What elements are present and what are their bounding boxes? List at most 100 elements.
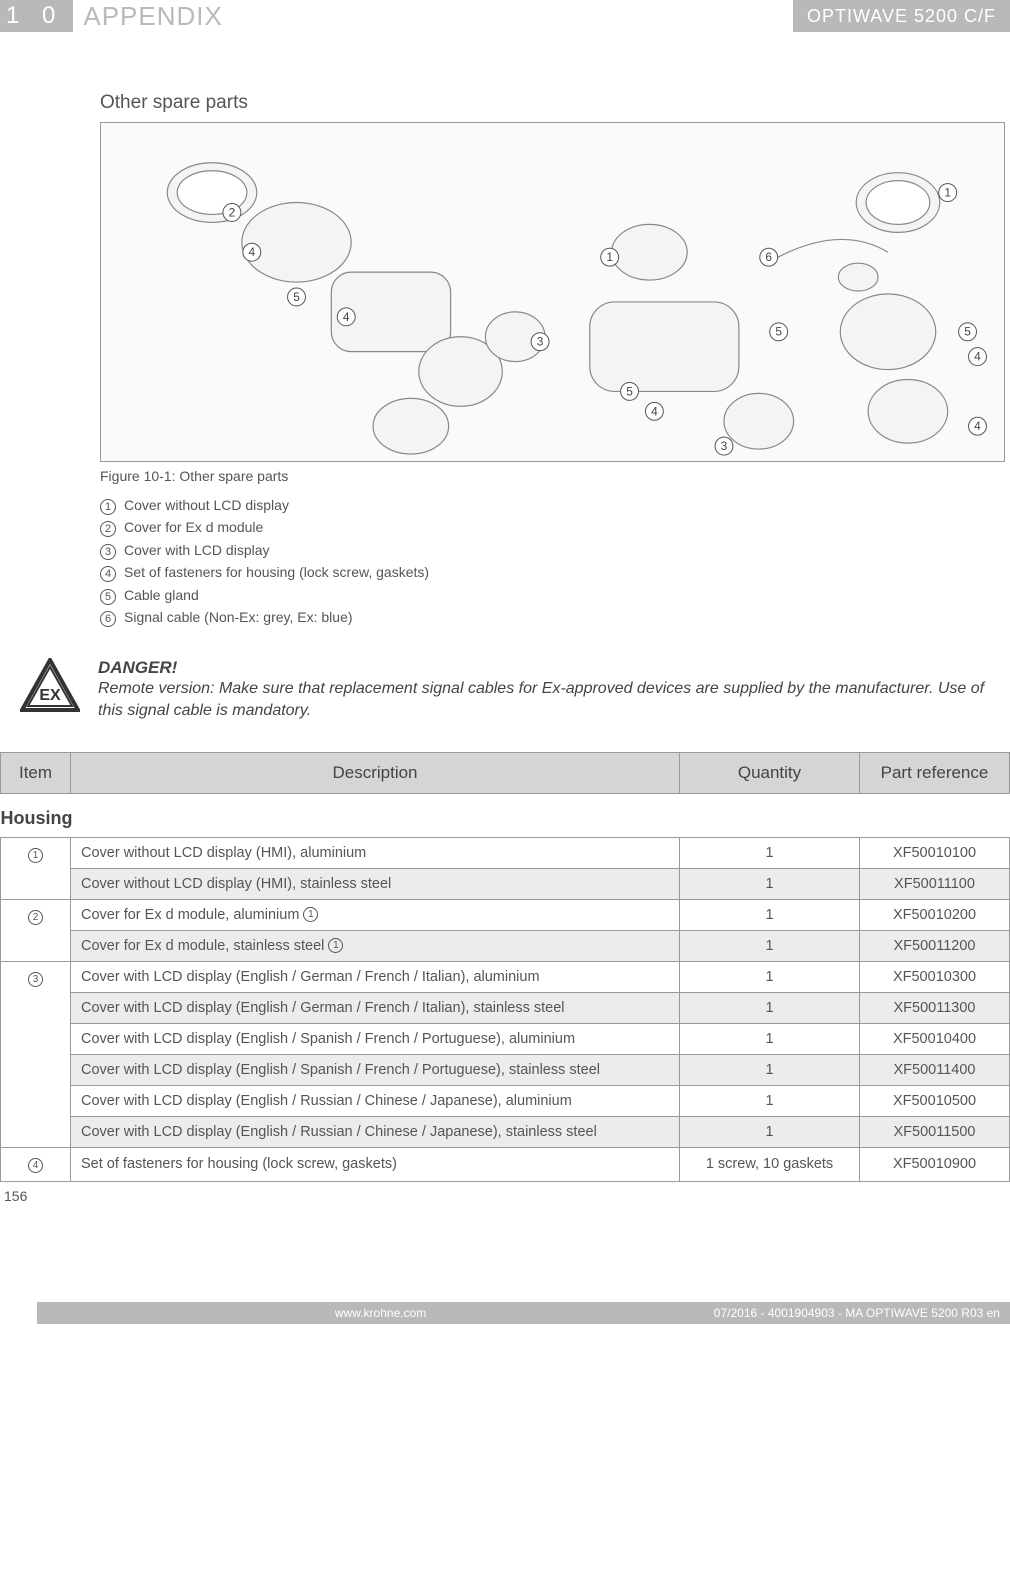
cell-description: Set of fasteners for housing (lock screw… (71, 1147, 680, 1181)
page-number: 156 (0, 1182, 27, 1204)
svg-text:5: 5 (775, 325, 782, 339)
th-desc: Description (71, 752, 680, 793)
cell-description: Cover for Ex d module, aluminium 1 (71, 899, 680, 930)
legend-text: Signal cable (Non-Ex: grey, Ex: blue) (124, 606, 353, 628)
th-qty: Quantity (680, 752, 860, 793)
legend-text: Set of fasteners for housing (lock screw… (124, 561, 429, 583)
item-number: 1 (28, 848, 43, 863)
cell-reference: XF50011500 (860, 1116, 1010, 1147)
svg-text:4: 4 (974, 350, 981, 364)
figure-callout: 4 (337, 308, 355, 326)
chapter-title: APPENDIX (83, 1, 223, 32)
legend-text: Cover for Ex d module (124, 516, 263, 538)
legend-item: 6 Signal cable (Non-Ex: grey, Ex: blue) (100, 606, 1010, 628)
parts-table-wrap: Item Description Quantity Part reference… (0, 752, 1010, 1182)
legend-item: 1Cover without LCD display (100, 494, 1010, 516)
cell-reference: XF50010400 (860, 1023, 1010, 1054)
figure-callout: 1 (601, 248, 619, 266)
cell-reference: XF50011400 (860, 1054, 1010, 1085)
legend-item: 4Set of fasteners for housing (lock scre… (100, 561, 1010, 583)
cell-item: 1 (1, 837, 71, 899)
figure-callout: 4 (645, 402, 663, 420)
svg-text:1: 1 (606, 250, 613, 264)
svg-text:5: 5 (964, 325, 971, 339)
legend-number: 6 (100, 611, 116, 627)
cell-quantity: 1 (680, 1054, 860, 1085)
cell-reference: XF50011300 (860, 992, 1010, 1023)
svg-text:1: 1 (944, 186, 951, 200)
cell-item: 3 (1, 961, 71, 1147)
legend-item: 3 Cover with LCD display (100, 539, 1010, 561)
page-footer: www.krohne.com 07/2016 - 4001904903 - MA… (37, 1302, 1010, 1324)
product-name: OPTIWAVE 5200 C/F (793, 0, 1010, 32)
figure-callout: 5 (959, 323, 977, 341)
svg-text:4: 4 (651, 404, 658, 418)
cell-description: Cover with LCD display (English / Russia… (71, 1116, 680, 1147)
danger-title: DANGER! (98, 658, 1010, 678)
table-row: 4Set of fasteners for housing (lock scre… (1, 1147, 1010, 1181)
cell-description: Cover with LCD display (English / Russia… (71, 1085, 680, 1116)
figure-callout: 6 (760, 248, 778, 266)
cell-quantity: 1 (680, 837, 860, 868)
cell-reference: XF50011100 (860, 868, 1010, 899)
footer-doc: 07/2016 - 4001904903 - MA OPTIWAVE 5200 … (714, 1306, 1000, 1320)
cell-description: Cover with LCD display (English / German… (71, 992, 680, 1023)
legend-item: 2Cover for Ex d module (100, 516, 1010, 538)
cell-description: Cover without LCD display (HMI), alumini… (71, 837, 680, 868)
cell-quantity: 1 (680, 961, 860, 992)
table-row: Cover with LCD display (English / Russia… (1, 1085, 1010, 1116)
cell-quantity: 1 (680, 1116, 860, 1147)
th-item: Item (1, 752, 71, 793)
figure-callout: 2 (223, 204, 241, 222)
section-title: Other spare parts (100, 92, 1010, 114)
table-row: Cover with LCD display (English / Spanis… (1, 1023, 1010, 1054)
table-row: Cover for Ex d module, stainless steel 1… (1, 930, 1010, 961)
figure-callout: 5 (770, 323, 788, 341)
header-left: 1 0 APPENDIX (0, 0, 223, 32)
legend-number: 3 (100, 544, 116, 560)
svg-text:4: 4 (343, 310, 350, 324)
th-ref: Part reference (860, 752, 1010, 793)
legend-number: 5 (100, 589, 116, 605)
svg-text:4: 4 (974, 419, 981, 433)
svg-text:2: 2 (229, 205, 236, 219)
cell-reference: XF50010300 (860, 961, 1010, 992)
svg-text:4: 4 (248, 245, 255, 259)
cell-description: Cover with LCD display (English / German… (71, 961, 680, 992)
svg-text:5: 5 (626, 384, 633, 398)
table-row: 3 Cover with LCD display (English / Germa… (1, 961, 1010, 992)
table-row: 1Cover without LCD display (HMI), alumin… (1, 837, 1010, 868)
cell-reference: XF50010900 (860, 1147, 1010, 1181)
legend-text: Cable gland (124, 584, 199, 606)
item-number: 3 (28, 972, 43, 987)
cell-quantity: 1 (680, 1085, 860, 1116)
item-number: 2 (28, 910, 43, 925)
ex-warning-icon: EX (20, 658, 80, 721)
svg-text:3: 3 (537, 335, 544, 349)
figure-callout: 3 (531, 333, 549, 351)
figure-callout: 5 (288, 288, 306, 306)
chapter-number: 1 0 (0, 0, 73, 32)
danger-block: EX DANGER! Remote version: Make sure tha… (0, 658, 1010, 721)
svg-text:6: 6 (765, 250, 772, 264)
cell-description: Cover with LCD display (English / Spanis… (71, 1023, 680, 1054)
cell-quantity: 1 (680, 1023, 860, 1054)
cell-description: Cover with LCD display (English / Spanis… (71, 1054, 680, 1085)
cell-reference: XF50010500 (860, 1085, 1010, 1116)
table-row: Cover with LCD display (English / Russia… (1, 1116, 1010, 1147)
cell-quantity: 1 (680, 930, 860, 961)
cell-item: 4 (1, 1147, 71, 1181)
figure-callout: 4 (969, 348, 987, 366)
table-row: 2Cover for Ex d module, aluminium 11XF50… (1, 899, 1010, 930)
exploded-figure: 245431615545434 (100, 122, 1005, 462)
table-row: Cover with LCD display (English / German… (1, 992, 1010, 1023)
cell-quantity: 1 (680, 899, 860, 930)
figure-callout: 3 (715, 437, 733, 455)
svg-text:3: 3 (721, 439, 728, 453)
figure-callout: 4 (243, 243, 261, 261)
cell-reference: XF50011200 (860, 930, 1010, 961)
cell-reference: XF50010100 (860, 837, 1010, 868)
legend-text: Cover with LCD display (124, 539, 270, 561)
cell-description: Cover without LCD display (HMI), stainle… (71, 868, 680, 899)
page-header: 1 0 APPENDIX OPTIWAVE 5200 C/F (0, 0, 1010, 32)
